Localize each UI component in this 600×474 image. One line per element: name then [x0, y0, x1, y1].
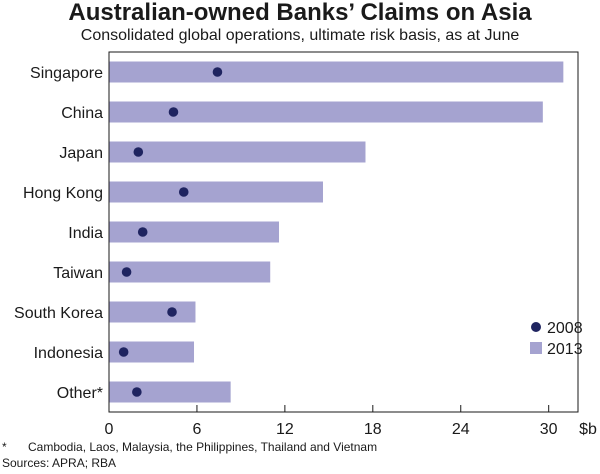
bar-2013 [109, 61, 564, 83]
category-label: Taiwan [53, 265, 103, 282]
x-tick-label: 30 [540, 421, 558, 438]
footnote-text: Cambodia, Laos, Malaysia, the Philippine… [28, 440, 378, 454]
category-label: Indonesia [34, 345, 103, 362]
chart-title: Australian-owned Banks’ Claims on Asia [68, 0, 532, 26]
x-tick-label: 18 [364, 421, 382, 438]
plot-frame [108, 51, 579, 413]
category-labels: Singapore China Japan Hong Kong India Taiwan S… [14, 65, 103, 402]
x-tick-label: 12 [276, 421, 294, 438]
footnote: * Cambodia, Laos, Malaysia, the Philippin… [2, 440, 377, 454]
x-axis: 0 6 12 18 24 30 [105, 51, 579, 438]
x-axis-unit-label: $b [579, 421, 597, 438]
chart-subtitle: Consolidated global operations, ultimate… [80, 27, 520, 44]
category-label: Japan [59, 145, 103, 162]
bar-2013 [109, 221, 280, 243]
sources: Sources: APRA; RBA [2, 456, 117, 470]
dot-2008 [168, 107, 179, 117]
dot-2008 [132, 387, 142, 397]
dot-2008 [133, 147, 144, 157]
chart: 0 6 12 18 24 30 Singapore China Japan Hong Kong I… [14, 51, 597, 438]
legend-swatch-2013 [530, 342, 542, 354]
legend-label-2013: 2013 [547, 341, 583, 358]
bar-2013 [109, 301, 196, 323]
category-label: Singapore [30, 65, 103, 82]
x-tick-label: 0 [105, 421, 114, 438]
dots-layer [118, 67, 223, 397]
dot-2008 [212, 67, 223, 77]
bars-layer [109, 61, 564, 403]
category-label: South Korea [14, 305, 103, 322]
legend-swatch-2008 [531, 322, 541, 332]
dot-2008 [167, 307, 177, 317]
bar-2013 [109, 101, 543, 123]
legend-label-2008: 2008 [547, 320, 583, 337]
bar-2013 [109, 181, 323, 203]
category-label: Other* [57, 385, 103, 402]
dot-2008 [121, 267, 132, 277]
x-tick-label: 24 [452, 421, 470, 438]
bar-2013 [109, 261, 271, 283]
dot-2008 [118, 347, 129, 357]
category-label: China [61, 105, 103, 122]
category-label: Hong Kong [23, 185, 103, 202]
legend: 2008 2013 [530, 320, 583, 358]
x-tick-label: 6 [192, 421, 201, 438]
bar-2013 [109, 141, 366, 163]
footnote-marker: * [2, 440, 7, 454]
dot-2008 [178, 187, 189, 197]
bar-2013 [109, 341, 195, 363]
bar-2013 [109, 381, 231, 403]
category-label: India [68, 225, 103, 242]
dot-2008 [137, 227, 148, 237]
